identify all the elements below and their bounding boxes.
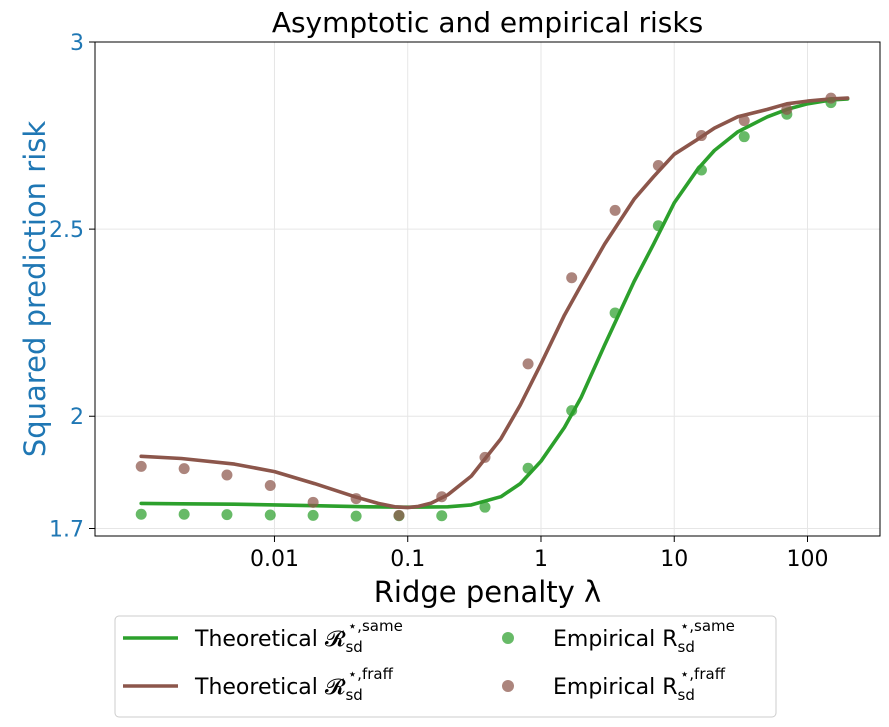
y-tick-label: 3	[70, 31, 84, 56]
legend-handle-emp_fraff	[502, 680, 514, 692]
x-axis-label: Ridge penalty λ	[374, 575, 601, 609]
chart-title: Asymptotic and empirical risks	[272, 6, 703, 39]
y-tick-label: 1.7	[49, 518, 84, 543]
x-tick-label: 1	[534, 547, 548, 572]
x-tick-label: 0.1	[390, 547, 425, 572]
point-emp_fraff	[781, 103, 793, 115]
point-emp_fraff	[264, 479, 276, 491]
point-emp_fraff	[479, 451, 491, 463]
point-emp_fraff	[350, 493, 362, 505]
y-tick-label: 2	[70, 405, 84, 430]
point-emp_same	[264, 509, 276, 521]
point-emp_fraff	[522, 358, 534, 370]
point-emp_fraff	[738, 115, 750, 127]
point-emp_fraff	[652, 160, 664, 171]
point-emp_fraff	[393, 509, 405, 521]
point-emp_fraff	[609, 204, 621, 216]
x-tick-label: 0.01	[250, 547, 299, 572]
point-emp_same	[221, 509, 233, 521]
point-emp_fraff	[307, 496, 319, 508]
legend-label-theo_same: Theoretical 𝓡sd⋆,same	[194, 617, 403, 656]
x-tick-label: 10	[660, 547, 688, 572]
point-emp_same	[135, 508, 147, 520]
legend-handle-emp_same	[502, 632, 514, 644]
point-emp_same	[436, 510, 448, 522]
x-tick-label: 100	[786, 547, 828, 572]
y-tick-label: 2.5	[49, 218, 84, 243]
point-emp_fraff	[566, 272, 578, 284]
point-emp_same	[652, 220, 664, 232]
legend-label-theo_fraff: Theoretical 𝓡sd⋆,fraff	[194, 665, 394, 704]
point-emp_fraff	[695, 130, 707, 142]
plot-frame	[94, 41, 881, 537]
series-line-theo_fraff	[139, 96, 850, 510]
legend-box	[114, 615, 777, 718]
point-emp_same	[738, 131, 750, 143]
point-emp_same	[695, 164, 707, 176]
point-emp_fraff	[135, 460, 147, 472]
point-emp_same	[350, 510, 362, 522]
point-emp_fraff	[825, 92, 837, 104]
legend-label-emp_same: Empirical Rsd⋆,same	[553, 617, 735, 656]
point-emp_same	[307, 509, 319, 521]
plot-area	[135, 92, 850, 522]
point-emp_fraff	[178, 463, 190, 475]
point-emp_same	[522, 462, 534, 474]
legend: Theoretical 𝓡sd⋆,same Theoretical 𝓡sd⋆,fr…	[114, 615, 777, 718]
point-emp_same	[178, 508, 190, 520]
point-emp_same	[479, 501, 491, 513]
point-emp_same	[566, 405, 578, 417]
point-emp_fraff	[221, 469, 233, 481]
y-axis-label: Squared prediction risk	[18, 121, 52, 458]
point-emp_fraff	[436, 491, 448, 503]
legend-label-emp_fraff: Empirical Rsd⋆,fraff	[553, 665, 726, 704]
point-emp_same	[609, 307, 621, 319]
